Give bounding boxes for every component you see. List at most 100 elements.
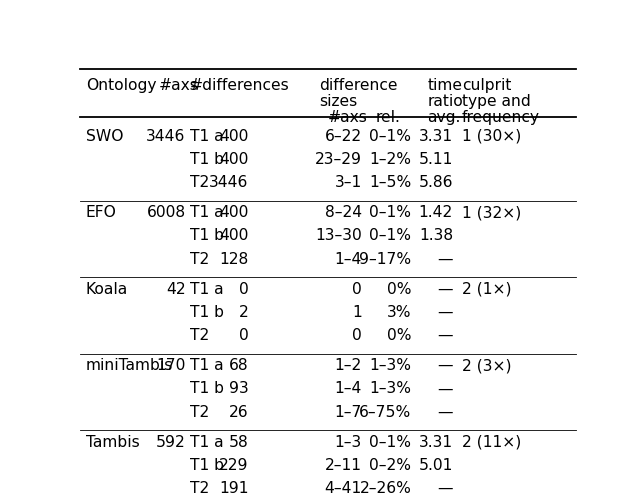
Text: 1–5%: 1–5% <box>369 175 412 190</box>
Text: 1–3%: 1–3% <box>369 381 412 396</box>
Text: 1–7: 1–7 <box>334 405 362 420</box>
Text: T1 a: T1 a <box>190 358 224 374</box>
Text: 0: 0 <box>239 282 249 297</box>
Text: T1 a: T1 a <box>190 435 224 450</box>
Text: T2: T2 <box>190 175 209 190</box>
Text: 5.86: 5.86 <box>419 175 453 190</box>
Text: ratio: ratio <box>428 94 463 109</box>
Text: 0%: 0% <box>387 328 412 343</box>
Text: avg.: avg. <box>428 111 461 125</box>
Text: 1 (32×): 1 (32×) <box>462 205 521 220</box>
Text: T1 a: T1 a <box>190 282 224 297</box>
Text: 191: 191 <box>219 481 249 496</box>
Text: 4–41: 4–41 <box>324 481 362 496</box>
Text: 0–1%: 0–1% <box>369 229 412 244</box>
Text: 1 (30×): 1 (30×) <box>462 129 521 144</box>
Text: difference: difference <box>319 78 397 93</box>
Text: T1 b: T1 b <box>190 152 224 167</box>
Text: miniTambis: miniTambis <box>86 358 173 374</box>
Text: type and: type and <box>462 94 531 109</box>
Text: sizes: sizes <box>319 94 357 109</box>
Text: 0–2%: 0–2% <box>369 458 412 473</box>
Text: 1–3: 1–3 <box>335 435 362 450</box>
Text: 9–17%: 9–17% <box>359 251 412 267</box>
Text: 2–26%: 2–26% <box>360 481 412 496</box>
Text: —: — <box>438 305 453 320</box>
Text: 3%: 3% <box>387 305 412 320</box>
Text: EFO: EFO <box>86 205 117 220</box>
Text: 400: 400 <box>220 229 249 244</box>
Text: —: — <box>438 251 453 267</box>
Text: 0: 0 <box>352 328 362 343</box>
Text: #differences: #differences <box>190 78 290 93</box>
Text: 26: 26 <box>229 405 249 420</box>
Text: 170: 170 <box>156 358 186 374</box>
Text: Koala: Koala <box>86 282 128 297</box>
Text: 6–22: 6–22 <box>324 129 362 144</box>
Text: 592: 592 <box>156 435 186 450</box>
Text: 3446: 3446 <box>147 129 186 144</box>
Text: 128: 128 <box>220 251 249 267</box>
Text: 0: 0 <box>352 282 362 297</box>
Text: T2: T2 <box>190 481 209 496</box>
Text: 8–24: 8–24 <box>324 205 362 220</box>
Text: 400: 400 <box>220 129 249 144</box>
Text: 1.38: 1.38 <box>419 229 453 244</box>
Text: T1 b: T1 b <box>190 305 224 320</box>
Text: T1 b: T1 b <box>190 381 224 396</box>
Text: 5.11: 5.11 <box>419 152 453 167</box>
Text: 1–3%: 1–3% <box>369 358 412 374</box>
Text: 3.31: 3.31 <box>419 129 453 144</box>
Text: T2: T2 <box>190 405 209 420</box>
Text: 2 (3×): 2 (3×) <box>462 358 511 374</box>
Text: frequency: frequency <box>462 111 540 125</box>
Text: 13–30: 13–30 <box>315 229 362 244</box>
Text: 2–11: 2–11 <box>324 458 362 473</box>
Text: T2: T2 <box>190 251 209 267</box>
Text: time: time <box>428 78 462 93</box>
Text: 2: 2 <box>239 305 249 320</box>
Text: 6008: 6008 <box>147 205 186 220</box>
Text: 0–1%: 0–1% <box>369 435 412 450</box>
Text: T2: T2 <box>190 328 209 343</box>
Text: —: — <box>438 405 453 420</box>
Text: 1: 1 <box>352 305 362 320</box>
Text: T1 a: T1 a <box>190 205 224 220</box>
Text: rel.: rel. <box>376 111 401 125</box>
Text: 6–75%: 6–75% <box>359 405 412 420</box>
Text: 1–4: 1–4 <box>334 381 362 396</box>
Text: 3.31: 3.31 <box>419 435 453 450</box>
Text: —: — <box>438 381 453 396</box>
Text: Tambis: Tambis <box>86 435 140 450</box>
Text: #axs: #axs <box>158 78 198 93</box>
Text: 1–4: 1–4 <box>334 251 362 267</box>
Text: 400: 400 <box>220 152 249 167</box>
Text: 229: 229 <box>219 458 249 473</box>
Text: 0–1%: 0–1% <box>369 205 412 220</box>
Text: T1 a: T1 a <box>190 129 224 144</box>
Text: T1 b: T1 b <box>190 229 224 244</box>
Text: #axs: #axs <box>328 111 368 125</box>
Text: 42: 42 <box>166 282 186 297</box>
Text: 1–2%: 1–2% <box>369 152 412 167</box>
Text: 93: 93 <box>229 381 249 396</box>
Text: 3–1: 3–1 <box>335 175 362 190</box>
Text: 58: 58 <box>229 435 249 450</box>
Text: culprit: culprit <box>462 78 511 93</box>
Text: 23–29: 23–29 <box>315 152 362 167</box>
Text: 1.42: 1.42 <box>419 205 453 220</box>
Text: 68: 68 <box>229 358 249 374</box>
Text: —: — <box>438 328 453 343</box>
Text: T1 b: T1 b <box>190 458 224 473</box>
Text: —: — <box>438 282 453 297</box>
Text: —: — <box>438 358 453 374</box>
Text: 5.01: 5.01 <box>419 458 453 473</box>
Text: 1–2: 1–2 <box>335 358 362 374</box>
Text: 0: 0 <box>239 328 249 343</box>
Text: 0–1%: 0–1% <box>369 129 412 144</box>
Text: Ontology: Ontology <box>86 78 156 93</box>
Text: 2 (11×): 2 (11×) <box>462 435 521 450</box>
Text: 400: 400 <box>220 205 249 220</box>
Text: 0%: 0% <box>387 282 412 297</box>
Text: SWO: SWO <box>86 129 124 144</box>
